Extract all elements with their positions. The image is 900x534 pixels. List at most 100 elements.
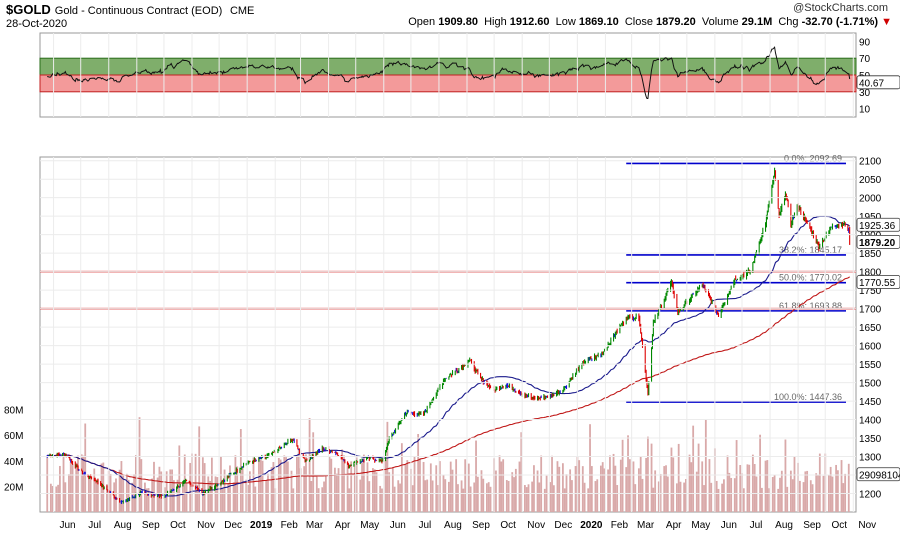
volume-bar bbox=[487, 482, 490, 512]
volume-bar bbox=[279, 459, 282, 512]
volume-bar bbox=[127, 479, 130, 512]
volume-bar bbox=[80, 454, 83, 512]
volume-bar bbox=[697, 443, 700, 512]
volume-bar bbox=[245, 479, 248, 512]
rsi-tick-label: 90 bbox=[859, 37, 871, 48]
volume-bar bbox=[710, 482, 713, 512]
volume-bar bbox=[330, 458, 333, 512]
volume-bar bbox=[755, 476, 758, 512]
volume-bar bbox=[286, 461, 289, 512]
ohlc-readout: Open 1909.80 High 1912.60 Low 1869.10 Cl… bbox=[408, 16, 892, 28]
volume-bar bbox=[571, 480, 573, 512]
volume-bar bbox=[417, 434, 420, 512]
volume-bar bbox=[138, 417, 141, 512]
volume-bar bbox=[303, 466, 306, 512]
volume-bar bbox=[305, 454, 307, 512]
volume-bar bbox=[134, 455, 137, 512]
volume-bar bbox=[366, 462, 369, 512]
volume-bar bbox=[248, 471, 251, 512]
volume-bar bbox=[520, 432, 523, 512]
volume-bar bbox=[51, 485, 54, 512]
volume-bar bbox=[842, 483, 845, 512]
volume-bar bbox=[735, 440, 738, 512]
volume-bar bbox=[404, 464, 407, 512]
watermark: @StockCharts.com bbox=[793, 2, 888, 14]
x-tick-label: Nov bbox=[197, 520, 215, 531]
price-tick-label: 1400 bbox=[859, 416, 882, 427]
x-tick-label: Sep bbox=[472, 520, 490, 531]
volume-bar bbox=[381, 488, 383, 512]
volume-bar bbox=[460, 480, 463, 512]
volume-bar bbox=[310, 481, 313, 512]
volume-bar bbox=[831, 476, 834, 512]
volume-bar bbox=[147, 488, 150, 512]
volume-bar bbox=[361, 462, 363, 512]
volume-bar bbox=[93, 468, 96, 512]
volume-bar bbox=[163, 487, 166, 512]
price-panel-frame bbox=[39, 156, 857, 513]
ma-fast-line bbox=[47, 215, 851, 497]
volume-bar bbox=[476, 476, 479, 512]
x-tick-label: Nov bbox=[858, 520, 876, 531]
volume-bar bbox=[563, 488, 566, 512]
volume-bar bbox=[704, 419, 707, 512]
chg-value: -32.70 (-1.71%) bbox=[801, 16, 879, 28]
volume-bar bbox=[538, 482, 541, 512]
volume-bar bbox=[527, 484, 530, 512]
volume-bar bbox=[473, 482, 476, 512]
volume-bar bbox=[751, 454, 754, 512]
x-tick-label: Aug bbox=[114, 520, 132, 531]
volume-bar bbox=[619, 459, 622, 512]
volume-label: Volume bbox=[701, 16, 739, 28]
volume-bar bbox=[837, 470, 839, 512]
volume-bar bbox=[368, 481, 371, 512]
x-tick-label: Apr bbox=[666, 520, 682, 531]
volume-bar bbox=[207, 476, 210, 512]
volume-bar bbox=[742, 488, 745, 512]
volume-bar bbox=[556, 461, 559, 512]
x-tick-label: Feb bbox=[281, 520, 299, 531]
volume-bar bbox=[761, 487, 763, 512]
volume-bar bbox=[455, 459, 458, 512]
volume-bar bbox=[695, 471, 698, 512]
volume-bar bbox=[666, 476, 669, 512]
volume-bar bbox=[261, 460, 264, 512]
volume-bar bbox=[505, 480, 508, 512]
volume-bar bbox=[467, 463, 470, 512]
x-tick-label: Oct bbox=[831, 520, 847, 531]
volume-bar bbox=[328, 456, 331, 512]
candles bbox=[46, 167, 851, 505]
volume-bar bbox=[399, 483, 401, 512]
x-tick-label: Dec bbox=[554, 520, 572, 531]
volume-bar bbox=[429, 463, 432, 512]
volume-bar bbox=[739, 465, 742, 512]
x-tick-label: Oct bbox=[170, 520, 186, 531]
volume-bar bbox=[536, 470, 539, 512]
volume-bar bbox=[596, 479, 599, 512]
volume-bar bbox=[637, 468, 640, 512]
volume-bar bbox=[346, 461, 349, 512]
volume-bar bbox=[413, 456, 416, 512]
volume-bar bbox=[444, 479, 447, 512]
volume-bar bbox=[475, 440, 477, 512]
volume-bar bbox=[533, 465, 535, 512]
rsi-tick-label: 10 bbox=[859, 105, 871, 116]
volume-bar bbox=[214, 476, 217, 512]
volume-bar bbox=[343, 455, 345, 512]
volume-bar bbox=[335, 473, 338, 512]
volume-bar bbox=[223, 469, 226, 512]
volume-bar bbox=[241, 467, 244, 512]
volume-bar bbox=[723, 479, 725, 512]
volume-bar bbox=[589, 424, 591, 512]
volume-bar bbox=[498, 455, 501, 512]
volume-bar bbox=[679, 481, 682, 512]
x-tick-label: 2019 bbox=[250, 520, 273, 531]
volume-bar bbox=[480, 470, 483, 512]
volume-bar bbox=[285, 457, 287, 512]
volume-bar bbox=[165, 471, 168, 512]
volume-bar bbox=[373, 469, 376, 512]
rsi-last-tag-box bbox=[856, 75, 900, 90]
volume-bar bbox=[780, 470, 783, 512]
volume-bar bbox=[144, 482, 146, 512]
x-tick-label: Jul bbox=[750, 520, 763, 531]
